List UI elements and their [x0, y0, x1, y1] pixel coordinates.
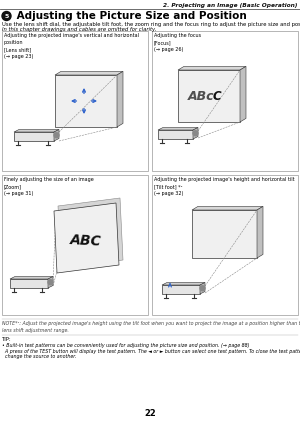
Bar [162, 285, 200, 294]
Polygon shape [58, 198, 123, 268]
Circle shape [193, 131, 198, 136]
Polygon shape [10, 277, 53, 279]
Polygon shape [240, 66, 246, 122]
Bar [158, 130, 193, 139]
Circle shape [200, 286, 205, 291]
Text: ABC: ABC [70, 233, 102, 249]
Polygon shape [158, 127, 198, 130]
Polygon shape [14, 129, 59, 132]
Polygon shape [257, 206, 263, 258]
Text: Adjusting the focus
[Focus]
(→ page 26): Adjusting the focus [Focus] (→ page 26) [154, 33, 201, 52]
Text: change the source to another.: change the source to another. [2, 354, 76, 359]
Text: Finely adjusting the size of an image
[Zoom]
(→ page 31): Finely adjusting the size of an image [Z… [4, 177, 94, 196]
Text: • Built-in test patterns can be conveniently used for adjusting the picture size: • Built-in test patterns can be convenie… [2, 343, 250, 348]
Bar [14, 132, 54, 141]
Text: Adjusting the projected image's vertical and horizontal
position
[Lens shift]
(→: Adjusting the projected image's vertical… [4, 33, 139, 59]
Polygon shape [193, 127, 198, 139]
Text: Adjusting the projected image's height and horizontal tilt
[Tilt foot] *¹
(→ pag: Adjusting the projected image's height a… [154, 177, 295, 196]
Polygon shape [162, 283, 205, 285]
Polygon shape [55, 75, 117, 127]
Bar [152, 31, 298, 171]
Bar [152, 175, 298, 315]
Text: 2. Projecting an Image (Basic Operation): 2. Projecting an Image (Basic Operation) [163, 3, 297, 8]
Text: TIP:: TIP: [2, 337, 12, 342]
Bar [2, 175, 148, 315]
Text: 5: 5 [4, 14, 9, 19]
Bar [2, 31, 148, 171]
Polygon shape [54, 129, 59, 141]
Text: Use the lens shift dial, the adjustable tilt foot, the zoom ring and the focus r: Use the lens shift dial, the adjustable … [2, 22, 300, 27]
Circle shape [2, 11, 11, 20]
Text: NOTE*¹: Adjust the projected image's height using the tilt foot when you want to: NOTE*¹: Adjust the projected image's hei… [2, 321, 300, 332]
Polygon shape [178, 70, 240, 122]
Polygon shape [48, 277, 53, 288]
Polygon shape [192, 210, 257, 258]
Polygon shape [54, 203, 119, 273]
Text: 22: 22 [144, 409, 156, 418]
Text: C: C [212, 90, 221, 102]
Bar [10, 279, 48, 288]
Text: Adjusting the Picture Size and Position: Adjusting the Picture Size and Position [13, 11, 247, 21]
Text: ABc: ABc [188, 90, 215, 102]
Text: In this chapter drawings and cables are omitted for clarity.: In this chapter drawings and cables are … [2, 27, 156, 31]
Text: A press of the TEST button will display the test pattern. The ◄ or ► button can : A press of the TEST button will display … [2, 349, 300, 354]
Polygon shape [117, 71, 123, 127]
Circle shape [48, 280, 53, 285]
Polygon shape [178, 66, 246, 70]
Polygon shape [200, 283, 205, 294]
Polygon shape [55, 71, 123, 75]
Polygon shape [192, 206, 263, 210]
Circle shape [54, 133, 59, 138]
